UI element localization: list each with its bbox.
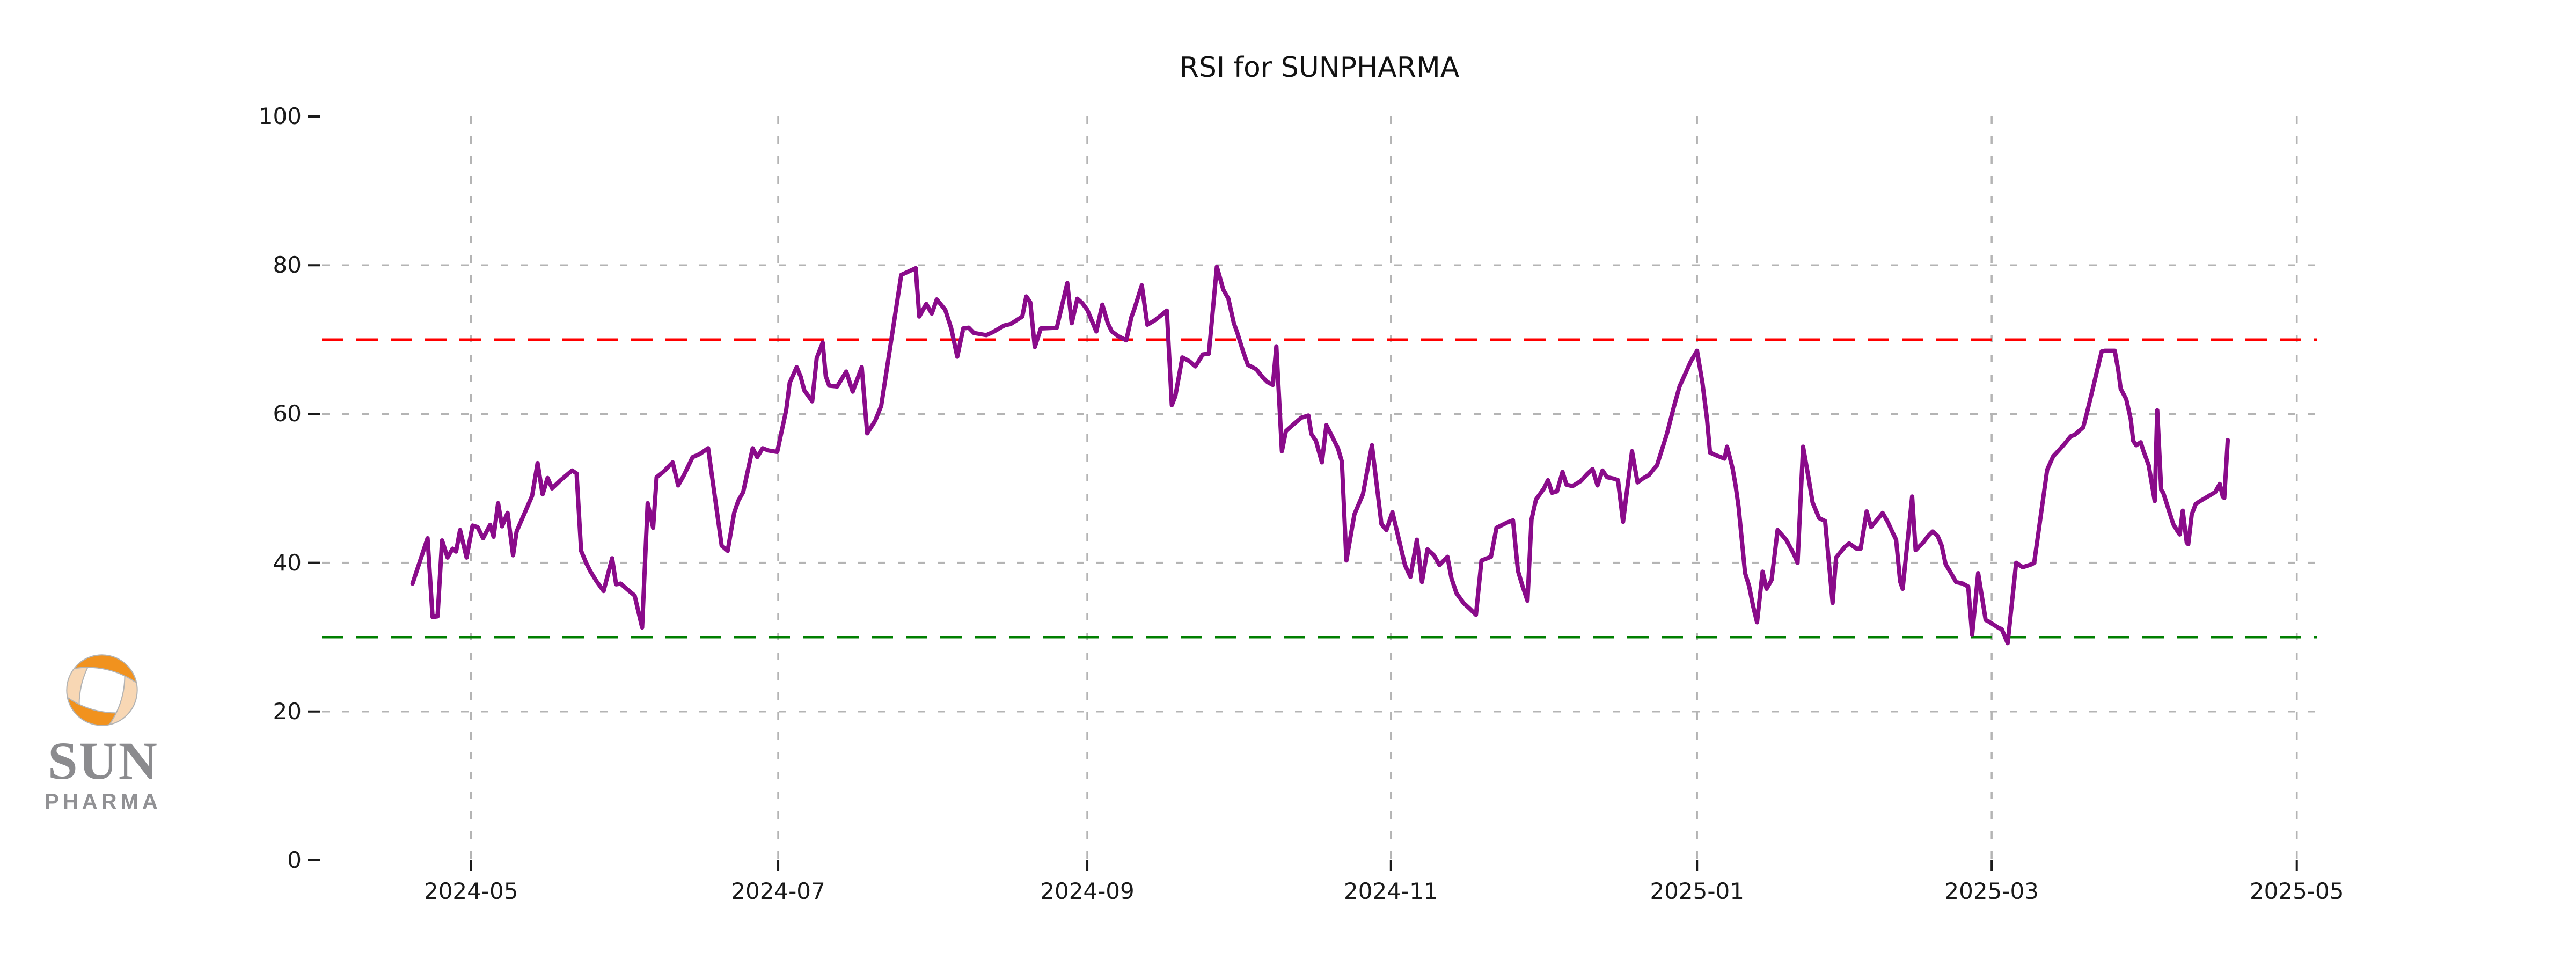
- y-axis-label: 20: [273, 698, 302, 724]
- logo-company-name: SUN: [47, 731, 159, 791]
- sun-pharma-swirl-icon: [66, 654, 138, 726]
- y-axis-label: 0: [287, 847, 302, 873]
- y-axis-label: 40: [273, 549, 302, 576]
- rsi-line: [410, 265, 2230, 646]
- y-axis-label: 60: [273, 400, 302, 427]
- x-axis-label: 2025-03: [1944, 878, 2039, 904]
- y-axis-label: 80: [273, 252, 302, 279]
- logo-division-name: PHARMA: [45, 790, 162, 814]
- x-axis-label: 2024-09: [1040, 878, 1135, 904]
- x-axis-label: 2024-07: [731, 878, 825, 904]
- y-axis-label: 100: [258, 103, 302, 129]
- x-axis-label: 2024-05: [423, 878, 518, 904]
- x-axis-label: 2025-01: [1650, 878, 1744, 904]
- x-axis-label: 2025-05: [2249, 878, 2344, 904]
- chart-title: RSI for SUNPHARMA: [1179, 52, 1460, 84]
- swirl-segment-top: [74, 654, 137, 684]
- x-axis-label: 2024-11: [1344, 878, 1438, 904]
- sun-pharma-logo: SUN PHARMA: [38, 640, 169, 817]
